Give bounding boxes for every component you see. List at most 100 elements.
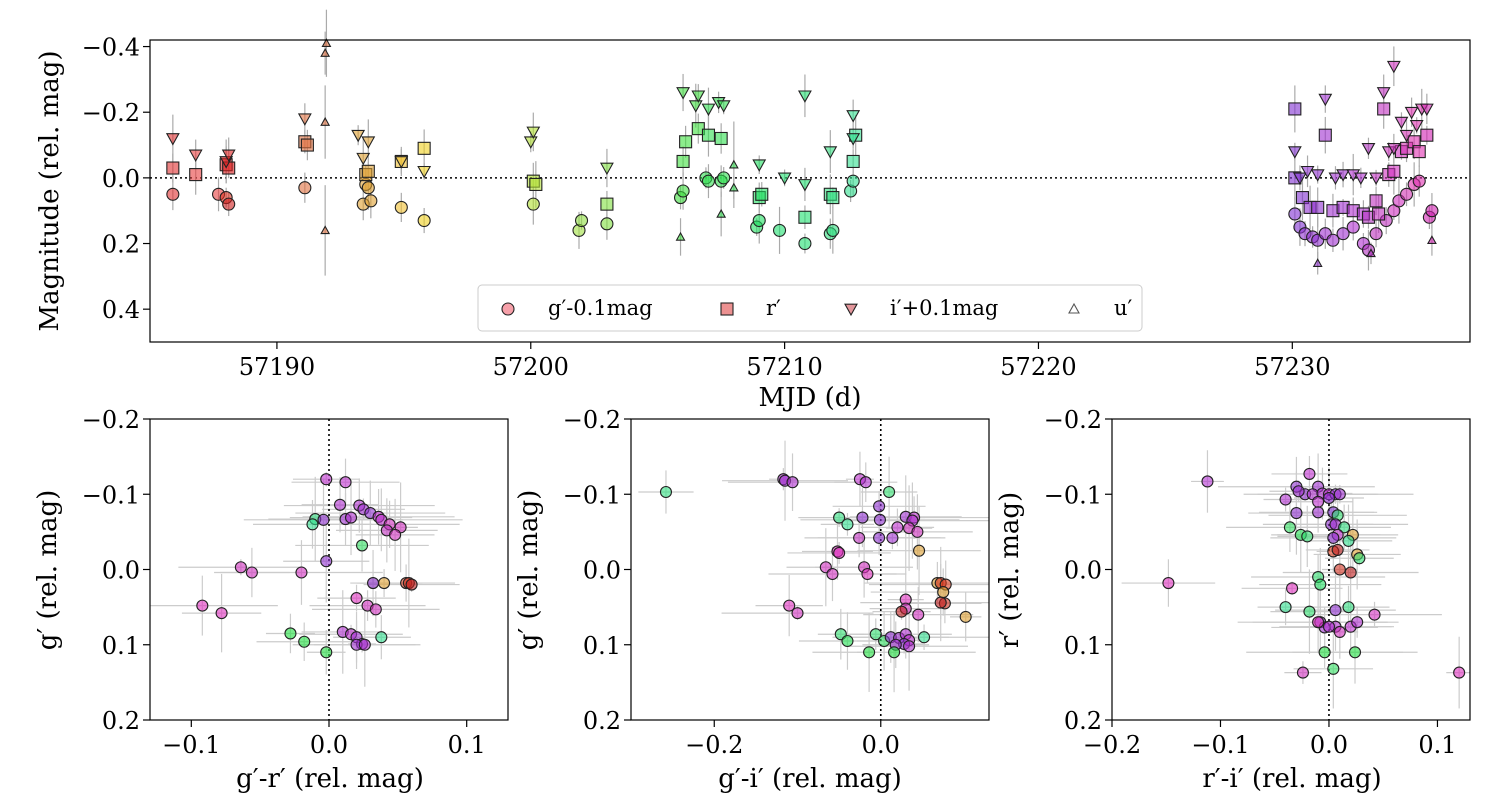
data-point [826, 223, 840, 237]
data-point [317, 513, 330, 526]
y-tick-label: 0.0 [583, 557, 621, 585]
gr-x-label: g′-r′ (rel. mag) [236, 764, 424, 794]
data-point [369, 603, 382, 616]
data-point [903, 640, 916, 653]
data-point [1288, 102, 1302, 116]
data-point [356, 152, 371, 166]
x-tick-label: 0.0 [862, 731, 900, 759]
data-point [1318, 646, 1331, 659]
data-point [417, 213, 431, 228]
data-point [676, 184, 690, 198]
data-point [728, 159, 739, 169]
data-point [320, 473, 333, 486]
data-point [526, 126, 541, 140]
data-point [676, 154, 690, 169]
legend-marker [501, 302, 515, 316]
data-point [1301, 530, 1314, 543]
y-tick-label: −0.1 [1044, 481, 1102, 509]
data-point [526, 197, 540, 211]
data-point [846, 110, 861, 123]
data-point [1369, 194, 1383, 208]
data-point [1399, 187, 1414, 201]
data-point [833, 511, 846, 524]
data-point [1376, 87, 1391, 100]
data-point [1426, 235, 1437, 244]
light-curve-x-label: MJD (d) [758, 383, 861, 413]
data-point [841, 634, 854, 648]
data-point [676, 87, 691, 100]
ri-y-label: r′ (rel. mag) [995, 492, 1025, 648]
data-point [1295, 191, 1310, 205]
data-point [675, 231, 686, 241]
data-point [295, 566, 308, 579]
data-point [891, 521, 904, 534]
gr-y-label: g′ (rel. mag) [33, 490, 63, 651]
data-point [1453, 666, 1466, 679]
x-tick-label: 57230 [1254, 353, 1330, 381]
data-point [344, 511, 358, 524]
data-point [297, 113, 312, 126]
data-point [1329, 604, 1342, 617]
data-point [1310, 169, 1325, 182]
data-point [600, 197, 614, 211]
data-point [350, 592, 363, 605]
data-point [937, 586, 950, 599]
x-tick-label: 0.1 [448, 731, 486, 759]
data-point [701, 128, 716, 142]
data-point [1419, 103, 1434, 117]
data-point [298, 181, 312, 195]
data-point [791, 607, 804, 620]
data-point [798, 210, 812, 224]
legend-label-g: g′-0.1mag [548, 296, 653, 320]
data-point [166, 187, 180, 201]
data-point [1338, 521, 1351, 534]
data-point [1322, 620, 1336, 633]
data-point [1353, 172, 1368, 186]
data-point [1386, 142, 1401, 156]
data-point [1312, 258, 1323, 267]
data-point [599, 162, 614, 176]
data-point [358, 638, 371, 651]
data-point [1327, 531, 1340, 544]
data-point [320, 225, 331, 235]
data-point [1369, 172, 1384, 186]
gi-panel: −0.2 0.0 −0.2 −0.1 0.0 0.1 0.2 g′-i′ (rel. mag… [514, 406, 990, 794]
data-point [405, 578, 418, 591]
ri-x-label: r′-i′ (rel. mag) [1202, 764, 1381, 794]
legend-label-i: i′+0.1mag [890, 296, 998, 320]
data-point [320, 555, 333, 568]
data-point [752, 159, 767, 172]
data-point [1366, 248, 1376, 258]
data-point [1372, 207, 1386, 221]
data-point [361, 136, 376, 149]
data-point [1351, 616, 1364, 629]
gr-panel: −0.1 0.0 0.1 −0.2 −0.1 0.0 0.1 0.2 g′-r′ (rel. … [33, 406, 509, 794]
legend: g′-0.1mag r′ i′+0.1mag u′ [477, 284, 1143, 332]
data-point [364, 194, 378, 208]
data-point [1399, 129, 1414, 143]
data-point [861, 567, 874, 581]
data-point [417, 141, 431, 155]
data-point [600, 217, 614, 231]
x-tick-label: 57220 [1000, 353, 1076, 381]
data-point [912, 608, 925, 621]
data-point [188, 149, 203, 163]
x-tick-label: 57210 [746, 353, 822, 381]
y-tick-label: 0.2 [1064, 707, 1102, 735]
data-point [417, 165, 432, 179]
data-point [389, 528, 402, 541]
data-point [1386, 60, 1401, 74]
data-point [786, 476, 799, 489]
data-point [339, 476, 352, 489]
y-tick-label: −0.2 [1044, 406, 1102, 434]
data-point [846, 133, 861, 146]
light-curve-y-label: Magnitude (rel. mag) [35, 50, 65, 331]
data-point [1336, 227, 1350, 241]
data-point [166, 161, 180, 175]
data-point [918, 631, 931, 644]
ri-plot-area [1112, 419, 1470, 720]
data-point [1312, 616, 1325, 629]
data-point [823, 146, 838, 159]
data-point [1346, 220, 1360, 234]
data-point [222, 197, 236, 211]
